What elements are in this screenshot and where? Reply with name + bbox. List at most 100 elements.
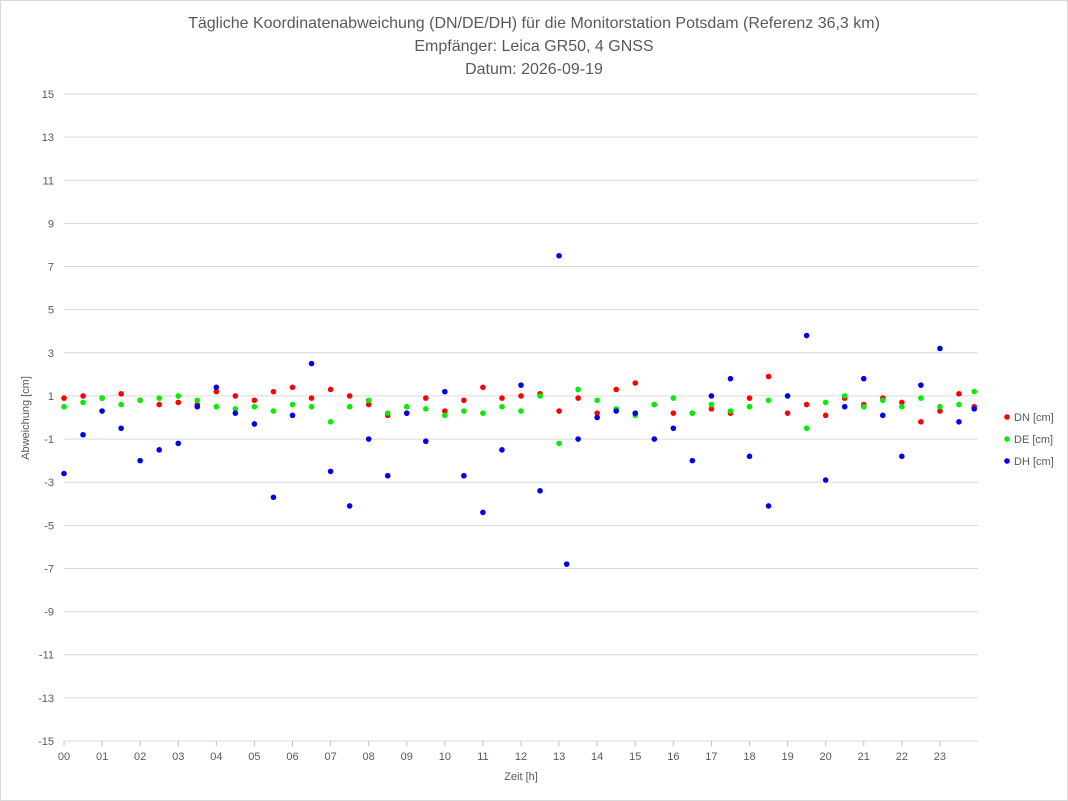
data-point xyxy=(156,401,163,408)
y-tick-label: -3 xyxy=(44,477,54,489)
data-point xyxy=(175,399,182,406)
data-point xyxy=(175,440,182,447)
data-point xyxy=(365,401,372,408)
data-point xyxy=(613,408,620,414)
data-point xyxy=(899,453,905,460)
series-2 xyxy=(61,252,977,567)
data-point xyxy=(137,457,143,464)
x-tick-label: 10 xyxy=(439,751,451,763)
data-point xyxy=(575,386,581,393)
data-point xyxy=(156,395,163,401)
x-tick-label: 02 xyxy=(134,751,146,763)
x-tick-label: 18 xyxy=(743,751,755,763)
data-point xyxy=(937,345,943,352)
x-tick-label: 15 xyxy=(629,751,641,763)
data-point xyxy=(461,472,467,479)
data-point xyxy=(556,252,562,259)
x-tick-label: 13 xyxy=(553,751,565,763)
data-point xyxy=(499,395,505,401)
data-point xyxy=(442,388,448,395)
x-tick-label: 12 xyxy=(515,751,527,763)
data-point xyxy=(784,393,791,399)
data-point xyxy=(365,436,372,442)
data-point xyxy=(251,397,258,404)
data-point xyxy=(251,421,258,427)
data-point xyxy=(327,386,334,393)
legend-label: DH [cm] xyxy=(1014,456,1054,468)
data-point xyxy=(803,332,810,339)
data-point xyxy=(556,440,562,447)
data-point xyxy=(499,403,505,410)
x-axis-ticks: 00 01 02 03 04 05 06 07 08 09 10 11 12 13 14 15 16 17 18 19… xyxy=(58,741,946,763)
x-tick-label: 17 xyxy=(705,751,717,763)
data-point xyxy=(403,410,410,416)
data-point xyxy=(80,431,86,438)
y-tick-label: 13 xyxy=(42,132,54,144)
data-point xyxy=(156,447,163,453)
data-point xyxy=(118,401,124,408)
data-point xyxy=(232,410,239,416)
data-point xyxy=(727,408,734,414)
data-point xyxy=(194,397,201,404)
data-point xyxy=(708,401,715,408)
data-point xyxy=(422,438,429,445)
data-point xyxy=(61,403,67,410)
data-point xyxy=(575,395,581,401)
data-point xyxy=(803,425,810,432)
data-point xyxy=(480,509,486,516)
x-tick-label: 14 xyxy=(591,751,603,763)
data-point xyxy=(918,419,924,425)
data-point xyxy=(518,408,524,414)
data-point xyxy=(937,403,943,410)
data-point xyxy=(213,388,220,395)
data-point xyxy=(99,408,105,414)
data-point xyxy=(270,494,277,501)
x-tick-label: 07 xyxy=(324,751,336,763)
data-point xyxy=(537,488,543,494)
data-point xyxy=(822,412,829,419)
data-point xyxy=(594,397,600,404)
legend-marker xyxy=(1004,414,1010,420)
data-point xyxy=(289,401,296,408)
data-point xyxy=(80,399,86,406)
x-tick-label: 23 xyxy=(934,751,946,763)
data-point xyxy=(956,419,962,425)
x-axis-title: Zeit [h] xyxy=(504,771,538,783)
y-tick-label: 9 xyxy=(48,218,54,230)
x-tick-label: 19 xyxy=(781,751,793,763)
data-point xyxy=(270,408,277,414)
data-point xyxy=(899,399,905,406)
data-point xyxy=(480,410,486,416)
title-line-2: Empfänger: Leica GR50, 4 GNSS xyxy=(414,38,653,55)
y-tick-label: 5 xyxy=(48,305,54,317)
y-tick-label: 1 xyxy=(48,391,54,403)
x-tick-label: 05 xyxy=(248,751,260,763)
data-point xyxy=(232,406,239,412)
data-point xyxy=(384,410,391,416)
data-point xyxy=(670,395,677,401)
data-point xyxy=(251,403,258,410)
data-point xyxy=(956,390,962,397)
data-point xyxy=(442,412,448,419)
gridlines xyxy=(64,93,978,742)
data-point xyxy=(61,470,67,477)
y-tick-label: -5 xyxy=(44,520,54,532)
data-point xyxy=(308,403,315,410)
y-tick-label: 11 xyxy=(43,175,54,187)
x-tick-label: 01 xyxy=(96,751,108,763)
data-point xyxy=(537,393,543,399)
data-point xyxy=(879,397,886,404)
data-point xyxy=(499,447,505,453)
data-point xyxy=(289,412,296,419)
data-point xyxy=(137,397,143,404)
data-point xyxy=(308,395,315,401)
data-point xyxy=(689,457,696,464)
data-point xyxy=(194,403,201,410)
data-point xyxy=(575,436,581,442)
y-axis-ticks: 15 13 11 9 7 5 3 1 -1 -3 -5 -7 -9 -11 -13 -15 xyxy=(38,89,54,748)
y-tick-label: -13 xyxy=(38,693,54,705)
y-tick-label: -1 xyxy=(44,434,54,446)
y-axis-title: Abweichung [cm] xyxy=(20,376,32,460)
data-point xyxy=(99,395,105,401)
series-0 xyxy=(61,373,977,425)
